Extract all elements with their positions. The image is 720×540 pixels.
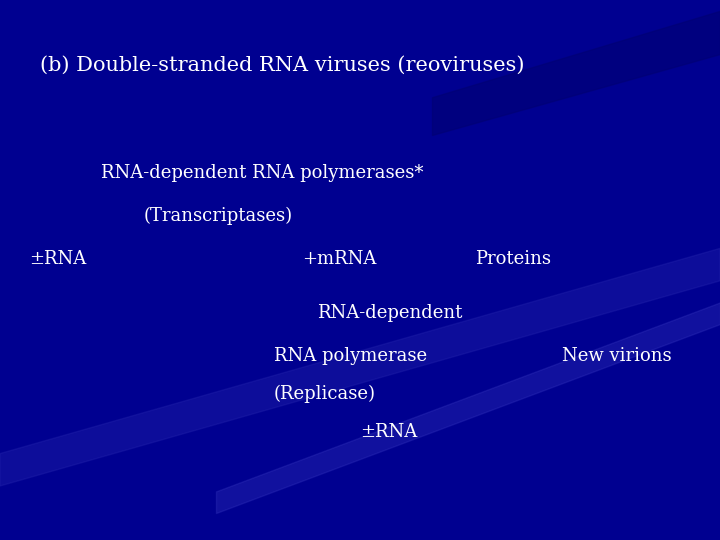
Text: Proteins: Proteins	[475, 250, 552, 268]
Text: RNA-dependent RNA polymerases*: RNA-dependent RNA polymerases*	[101, 164, 423, 182]
Text: ±RNA: ±RNA	[360, 423, 418, 441]
Text: (b) Double-stranded RNA viruses (reoviruses): (b) Double-stranded RNA viruses (reoviru…	[40, 55, 524, 75]
Text: ±RNA: ±RNA	[29, 250, 86, 268]
Text: (Transcriptases): (Transcriptases)	[144, 207, 293, 225]
Text: RNA-dependent: RNA-dependent	[317, 304, 462, 322]
Text: +mRNA: +mRNA	[302, 250, 377, 268]
Text: New virions: New virions	[562, 347, 671, 366]
Text: (Replicase): (Replicase)	[274, 385, 376, 403]
Text: RNA polymerase: RNA polymerase	[274, 347, 427, 366]
